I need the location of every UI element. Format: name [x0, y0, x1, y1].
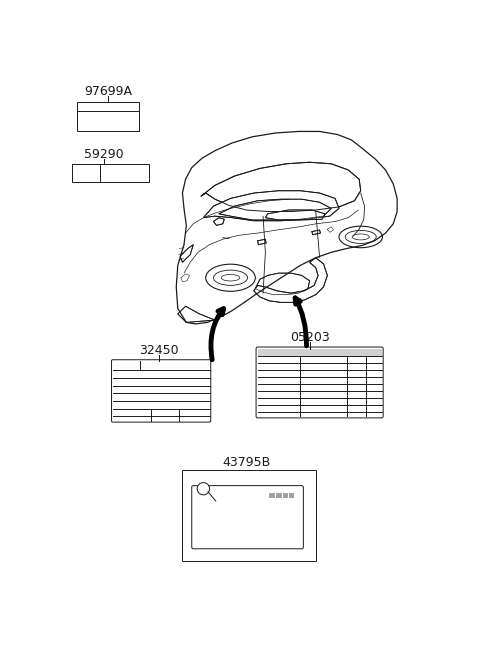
Polygon shape: [204, 190, 339, 221]
Polygon shape: [176, 131, 397, 324]
FancyBboxPatch shape: [111, 360, 211, 422]
Text: 97699A: 97699A: [84, 85, 132, 98]
Polygon shape: [214, 217, 224, 225]
Bar: [77, 102, 139, 131]
Ellipse shape: [206, 264, 255, 291]
Polygon shape: [178, 306, 215, 322]
Bar: [72, 164, 149, 183]
Ellipse shape: [221, 275, 240, 281]
Bar: [258, 349, 382, 357]
Polygon shape: [255, 273, 310, 295]
Ellipse shape: [352, 234, 369, 240]
Polygon shape: [265, 210, 325, 220]
Polygon shape: [219, 199, 331, 220]
Polygon shape: [312, 230, 321, 235]
FancyArrowPatch shape: [295, 298, 307, 346]
Ellipse shape: [345, 231, 376, 243]
Polygon shape: [258, 239, 266, 244]
Polygon shape: [201, 162, 360, 212]
Polygon shape: [254, 258, 327, 302]
FancyBboxPatch shape: [192, 486, 303, 549]
Text: 05203: 05203: [290, 331, 330, 344]
Circle shape: [197, 482, 210, 495]
Text: 32450: 32450: [139, 343, 179, 357]
Bar: [182, 471, 316, 561]
Text: 59290: 59290: [84, 148, 124, 161]
Ellipse shape: [214, 270, 248, 285]
Bar: [269, 492, 294, 498]
Polygon shape: [180, 244, 193, 262]
FancyBboxPatch shape: [256, 347, 383, 418]
Text: 43795B: 43795B: [223, 456, 271, 469]
Ellipse shape: [339, 226, 383, 248]
FancyArrowPatch shape: [211, 308, 224, 360]
